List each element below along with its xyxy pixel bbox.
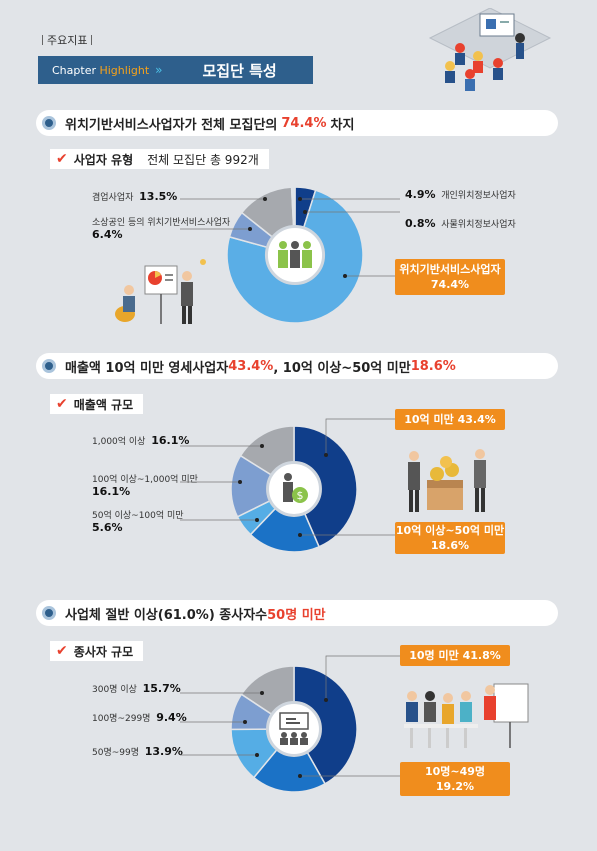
presentation-illustration [428, 8, 552, 91]
section-text: 위치기반서비스사업자가 전체 모집단의 [65, 117, 278, 133]
label-3-c3: 50명~99명 13.9% [92, 745, 183, 758]
callout-1: 위치기반서비스사업자 74.4% [395, 259, 505, 295]
pie-slice-0 [293, 665, 358, 785]
label-1-c4: 0.8% 사물위치정보사업자 [405, 217, 516, 230]
section-text: 매출액 10억 미만 영세사업자 [65, 360, 229, 376]
pie-chart-revenue: $ [230, 425, 358, 553]
chapter-highlight-bar: Chapter Highlight » 모집단 특성 [38, 56, 313, 84]
double-chevron-icon: » [155, 63, 163, 77]
pie-chart-employees [230, 665, 358, 793]
bullet-icon [42, 116, 56, 130]
pie-chart-business-type [226, 186, 364, 324]
sub-label: 종사자 규모 [73, 644, 134, 659]
check-icon: ✔ [56, 151, 68, 167]
money-bags-illustration [408, 449, 486, 512]
label-2-c3: 50억 이상~100억 미만 5.6% [92, 511, 184, 534]
presentation-icon [279, 712, 309, 745]
label-2-c1: 1,000억 이상 16.1% [92, 434, 190, 447]
business-meeting-illustration [115, 259, 206, 324]
page-title: 모집단 특성 [202, 61, 277, 80]
check-icon: ✔ [56, 396, 68, 412]
sub-header-3: ✔ 종사자 규모 [50, 641, 144, 661]
section-head-2: 매출액 10억 미만 영세사업자 43.4%, 10억 이상~50억 미만 18… [36, 353, 558, 379]
callout-2a: 10억 미만 43.4% [395, 409, 505, 430]
label-1-c1: 겸업사업자 13.5% [92, 190, 178, 203]
callout-3b: 10명~49명 19.2% [400, 762, 510, 796]
sub-header-1: ✔ 사업자 유형 전체 모집단 총 992개 [50, 149, 269, 169]
section-highlight-2: 18.6% [410, 358, 456, 374]
sub-label: 사업자 유형 [73, 152, 134, 167]
callout-2b: 10억 이상~50억 미만 18.6% [395, 522, 505, 554]
section-highlight: 43.4% [228, 358, 274, 374]
label-3-c2: 100명~299명 9.4% [92, 711, 187, 724]
section-highlight: 74.4% [281, 115, 327, 131]
callout-3a: 10명 미만 41.8% [400, 645, 510, 666]
svg-text:$: $ [297, 489, 304, 502]
sub-header-2: ✔ 매출액 규모 [50, 394, 144, 414]
section-highlight: 50명 미만 [267, 607, 326, 623]
section-middle: , 10억 이상~50억 미만 [273, 360, 411, 376]
sub-extra: 전체 모집단 총 992개 [147, 152, 259, 167]
section-head-1: 위치기반서비스사업자가 전체 모집단의 74.4% 차지 [36, 110, 558, 136]
pie-slice-1 [249, 487, 321, 553]
team-meeting-illustration [404, 683, 529, 748]
section-tab: 주요지표 [38, 32, 96, 48]
bullet-icon [42, 359, 56, 373]
people-group-icon [278, 241, 312, 268]
section-text: 사업체 절반 이상(61.0%) 종사자수 [65, 607, 268, 623]
label-2-c2: 100억 이상~1,000억 미만 16.1% [92, 475, 198, 498]
label-1-c3: 4.9% 개인위치정보사업자 [405, 188, 516, 201]
section-head-3: 사업체 절반 이상(61.0%) 종사자수 50명 미만 [36, 600, 558, 626]
label-3-c1: 300명 이상 15.7% [92, 682, 181, 695]
label-1-c2: 소상공인 등의 위치기반서비스사업자 6.4% [92, 218, 231, 241]
check-icon: ✔ [56, 643, 68, 659]
sub-label: 매출액 규모 [73, 397, 134, 412]
donut-center [266, 461, 322, 517]
chapter-label: Chapter Highlight [52, 63, 150, 77]
bullet-icon [42, 606, 56, 620]
section-suffix: 차지 [330, 117, 355, 133]
pie-slice-0 [293, 425, 358, 548]
pie-slice-3 [230, 454, 296, 518]
money-person-icon: $ [283, 473, 308, 503]
